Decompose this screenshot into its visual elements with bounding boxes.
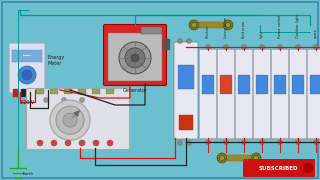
Bar: [202, 75, 214, 94]
Circle shape: [242, 44, 246, 50]
Circle shape: [178, 39, 182, 44]
FancyBboxPatch shape: [243, 159, 315, 177]
FancyBboxPatch shape: [174, 42, 198, 139]
Circle shape: [295, 140, 300, 145]
Circle shape: [22, 70, 32, 80]
Bar: [78, 89, 86, 94]
Circle shape: [189, 20, 199, 30]
FancyBboxPatch shape: [27, 89, 130, 150]
Bar: [64, 89, 72, 94]
Circle shape: [260, 44, 265, 50]
Text: Generator: Generator: [123, 87, 148, 93]
Circle shape: [205, 44, 211, 50]
Text: Living room: Living room: [224, 17, 228, 38]
Circle shape: [44, 98, 49, 102]
Circle shape: [220, 156, 225, 161]
Circle shape: [61, 98, 67, 102]
Bar: [179, 115, 193, 130]
Text: ━━━━━: ━━━━━: [23, 54, 31, 58]
Bar: [13, 89, 18, 97]
Circle shape: [191, 22, 196, 28]
Circle shape: [314, 44, 318, 50]
Bar: [37, 89, 42, 97]
Circle shape: [205, 140, 211, 145]
FancyBboxPatch shape: [307, 49, 320, 139]
Circle shape: [65, 140, 71, 146]
Circle shape: [93, 140, 99, 146]
Bar: [163, 39, 169, 49]
Circle shape: [295, 44, 300, 50]
Text: spare: spare: [314, 28, 318, 38]
Text: SUBSCRIBED: SUBSCRIBED: [258, 165, 298, 170]
Text: 220 V: 220 V: [20, 100, 34, 105]
Circle shape: [119, 42, 151, 74]
FancyBboxPatch shape: [103, 24, 166, 86]
Circle shape: [125, 48, 145, 68]
Circle shape: [223, 20, 233, 30]
Circle shape: [131, 54, 139, 62]
Bar: [310, 75, 320, 94]
Circle shape: [277, 44, 283, 50]
Circle shape: [314, 140, 318, 145]
Bar: [220, 75, 232, 94]
Circle shape: [187, 39, 191, 44]
Circle shape: [18, 66, 36, 84]
Text: Energy
Meter: Energy Meter: [47, 55, 64, 66]
FancyBboxPatch shape: [199, 49, 217, 139]
Text: Power socket: Power socket: [278, 14, 282, 38]
Circle shape: [242, 140, 246, 145]
Circle shape: [303, 163, 313, 173]
Bar: [29, 89, 34, 97]
FancyBboxPatch shape: [9, 43, 45, 93]
Circle shape: [251, 153, 261, 163]
Bar: [106, 89, 114, 94]
FancyBboxPatch shape: [271, 49, 289, 139]
Text: Kitchen: Kitchen: [206, 24, 210, 38]
Bar: [178, 65, 194, 89]
Bar: [238, 75, 250, 94]
Circle shape: [63, 113, 77, 127]
Bar: [227, 155, 251, 161]
Bar: [292, 75, 304, 94]
Bar: [274, 75, 286, 94]
Circle shape: [56, 106, 84, 134]
Circle shape: [50, 100, 90, 140]
Circle shape: [226, 22, 230, 28]
Text: Earth: Earth: [23, 172, 34, 176]
FancyBboxPatch shape: [235, 49, 253, 139]
FancyBboxPatch shape: [253, 49, 271, 139]
Bar: [50, 89, 58, 94]
Bar: [256, 75, 268, 94]
FancyBboxPatch shape: [289, 49, 307, 139]
Text: Bed room: Bed room: [242, 21, 246, 38]
Text: light: light: [260, 30, 264, 38]
Circle shape: [253, 156, 259, 161]
Circle shape: [277, 140, 283, 145]
Circle shape: [217, 153, 227, 163]
Circle shape: [223, 44, 228, 50]
Circle shape: [107, 140, 113, 146]
Bar: [92, 89, 100, 94]
Circle shape: [260, 140, 265, 145]
Bar: [36, 89, 44, 94]
Circle shape: [37, 140, 43, 146]
Circle shape: [223, 140, 228, 145]
Text: ATS: ATS: [80, 140, 86, 144]
Circle shape: [79, 98, 84, 102]
Bar: [21, 89, 26, 97]
FancyBboxPatch shape: [108, 33, 162, 81]
Circle shape: [187, 141, 191, 145]
Circle shape: [79, 140, 85, 146]
Bar: [12, 50, 42, 62]
FancyBboxPatch shape: [217, 49, 235, 139]
Circle shape: [51, 140, 57, 146]
Bar: [141, 27, 162, 34]
Text: Outdoor light: Outdoor light: [296, 14, 300, 38]
Circle shape: [178, 141, 182, 145]
Bar: [199, 22, 223, 28]
